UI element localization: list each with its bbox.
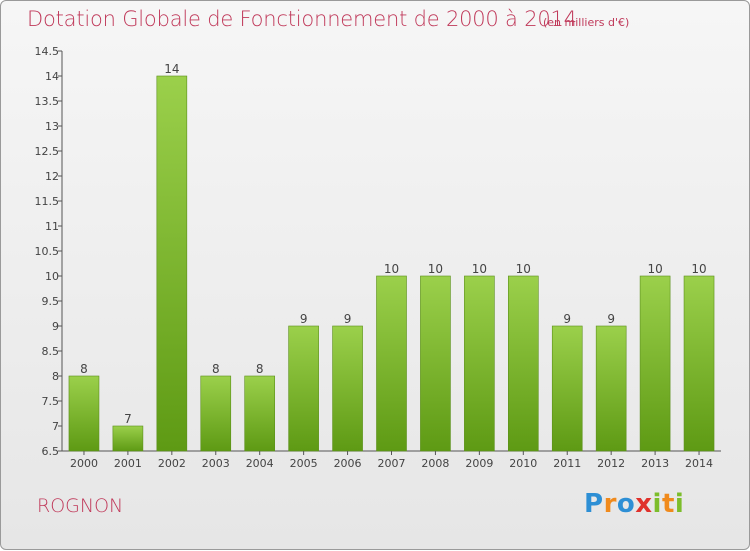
value-label-2004: 8 <box>256 362 264 376</box>
y-tick-label: 9.5 <box>42 295 60 308</box>
bar-2008 <box>420 275 451 452</box>
y-tick-label: 12 <box>45 170 59 183</box>
y-tick-label: 7.5 <box>42 395 60 408</box>
chart-title: Dotation Globale de Fonctionnement de 20… <box>27 7 577 31</box>
y-tick-label: 13 <box>45 120 59 133</box>
x-tick-label-2010: 2010 <box>509 457 537 470</box>
x-tick-label-2013: 2013 <box>641 457 669 470</box>
value-label-2001: 7 <box>124 412 132 426</box>
y-tick-label: 14 <box>45 70 59 83</box>
value-label-2000: 8 <box>80 362 88 376</box>
x-tick-label-2011: 2011 <box>553 457 581 470</box>
value-label-2009: 10 <box>472 262 487 276</box>
value-label-2013: 10 <box>647 262 662 276</box>
value-label-2014: 10 <box>691 262 706 276</box>
bar-2011 <box>551 325 583 452</box>
bar-2009 <box>464 275 495 452</box>
x-tick-label-2012: 2012 <box>597 457 625 470</box>
bar-2004 <box>244 375 275 452</box>
bar-2002 <box>156 75 188 452</box>
bar-2014 <box>683 275 715 452</box>
bar-2003 <box>200 375 232 452</box>
x-tick-label-2000: 2000 <box>70 457 98 470</box>
y-tick-label: 8 <box>52 370 59 383</box>
value-label-2005: 9 <box>300 312 308 326</box>
bar-2012 <box>595 325 627 452</box>
y-tick-label: 11.5 <box>35 195 60 208</box>
x-tick-label-2003: 2003 <box>202 457 230 470</box>
y-tick-label: 12.5 <box>35 145 60 158</box>
value-label-2007: 10 <box>384 262 399 276</box>
x-tick-label-2002: 2002 <box>158 457 186 470</box>
x-tick-label-2008: 2008 <box>421 457 449 470</box>
bar-2007 <box>376 275 407 452</box>
value-label-2011: 9 <box>563 312 571 326</box>
y-tick-label: 11 <box>45 220 59 233</box>
bar-2005 <box>288 325 319 452</box>
x-tick-label-2005: 2005 <box>290 457 318 470</box>
bar-2006 <box>332 325 363 452</box>
value-label-2012: 9 <box>607 312 615 326</box>
x-tick-label-2007: 2007 <box>378 457 406 470</box>
x-tick-label-2009: 2009 <box>465 457 493 470</box>
chart-unit: (en milliers d'€) <box>543 16 630 29</box>
value-label-2006: 9 <box>344 312 352 326</box>
bar-2001 <box>112 425 144 452</box>
value-label-2008: 10 <box>428 262 443 276</box>
value-label-2002: 14 <box>164 62 179 76</box>
bar-2000 <box>68 375 100 452</box>
proxiti-logo: Proxiti <box>584 489 685 519</box>
x-tick-label-2004: 2004 <box>246 457 274 470</box>
bar-2013 <box>639 275 671 452</box>
value-label-2003: 8 <box>212 362 220 376</box>
y-tick-label: 9 <box>52 320 59 333</box>
y-tick-label: 10.5 <box>35 245 60 258</box>
x-tick-label-2014: 2014 <box>685 457 713 470</box>
y-tick-label: 8.5 <box>42 345 60 358</box>
value-label-2010: 10 <box>516 262 531 276</box>
y-tick-label: 13.5 <box>35 95 60 108</box>
x-tick-label-2001: 2001 <box>114 457 142 470</box>
commune-name: ROGNON <box>37 495 124 517</box>
bar-2010 <box>507 275 539 452</box>
y-tick-label: 7 <box>52 420 59 433</box>
y-tick-label: 14.5 <box>35 45 60 58</box>
y-tick-label: 6.5 <box>42 445 60 458</box>
x-tick-label-2006: 2006 <box>334 457 362 470</box>
y-tick-label: 10 <box>45 270 59 283</box>
